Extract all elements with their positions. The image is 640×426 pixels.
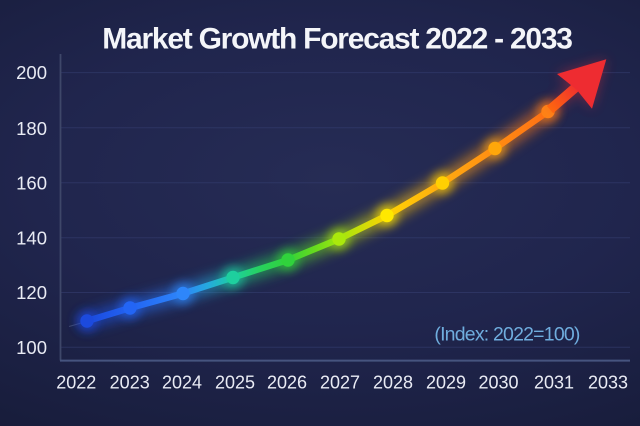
svg-text:2030: 2030 [478,373,518,393]
svg-text:2031: 2031 [534,373,574,393]
svg-text:2025: 2025 [215,373,255,393]
svg-text:120: 120 [16,282,47,303]
svg-text:(Index: 2022=100): (Index: 2022=100) [434,323,580,345]
svg-text:2028: 2028 [373,373,413,393]
svg-text:Market Growth Forecast 2022 -: Market Growth Forecast 2022 - 2033 [102,23,572,56]
svg-text:2024: 2024 [162,373,202,393]
svg-text:2033: 2033 [588,373,628,393]
svg-text:2029: 2029 [426,373,466,393]
svg-text:2027: 2027 [320,373,360,393]
svg-text:2022: 2022 [56,373,96,393]
svg-text:180: 180 [16,118,47,139]
svg-text:140: 140 [16,228,47,249]
svg-text:2023: 2023 [110,373,150,393]
svg-text:2026: 2026 [267,373,307,393]
svg-text:100: 100 [16,337,47,358]
svg-text:160: 160 [16,173,47,194]
svg-text:200: 200 [16,62,47,83]
